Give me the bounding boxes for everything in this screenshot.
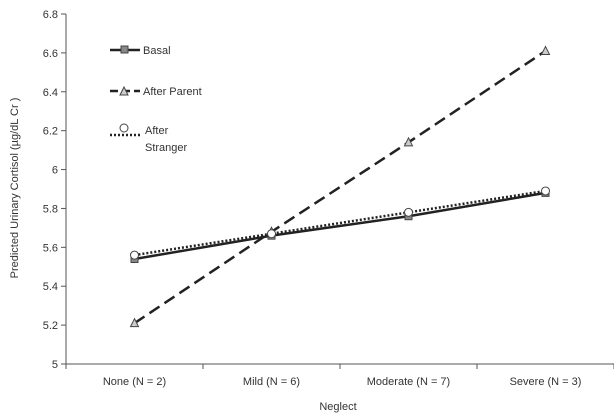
legend-label-after-stranger-line2: Stranger: [145, 142, 188, 154]
point-after-parent: [129, 317, 140, 328]
y-tick-label: 6.8: [43, 9, 58, 21]
y-tick-label: 5.6: [43, 242, 58, 254]
legend-label-after-parent: After Parent: [143, 86, 202, 98]
series-line-after-parent: [133, 49, 547, 325]
legend-item-after-parent: After Parent: [110, 85, 202, 98]
y-tick-label: 5.2: [43, 320, 58, 332]
point-after-parent: [540, 45, 551, 55]
y-tick-label: 5: [52, 359, 58, 371]
legend-label-after-stranger-line1: After: [145, 125, 169, 137]
legend-marker-circle: [119, 123, 129, 133]
x-tick-label: None (N = 2): [103, 376, 166, 388]
y-tick-label: 5.4: [43, 281, 58, 293]
y-axis-title: Predicted Urinary Cortisol (µg/dL Cr ): [9, 98, 21, 279]
x-axis: None (N = 2) Mild (N = 6) Moderate (N = 7)…: [65, 363, 614, 388]
x-axis-title: Neglect: [319, 401, 356, 413]
series-layer: [133, 49, 547, 325]
x-tick-label: Moderate (N = 7): [367, 376, 450, 388]
marker-layer: [129, 45, 551, 328]
point-after-stranger: [130, 250, 139, 260]
point-after-parent: [403, 136, 414, 147]
legend-marker-square: [120, 45, 129, 54]
legend: Basal After Parent After Stranger: [110, 45, 202, 154]
y-tick-label: 5.8: [43, 203, 58, 215]
y-tick-label: 6.4: [43, 87, 58, 99]
series-line-after-stranger: [134, 189, 546, 257]
legend-label-basal: Basal: [143, 45, 171, 57]
legend-item-after-stranger: After Stranger: [110, 123, 188, 154]
legend-item-basal: Basal: [110, 45, 171, 57]
x-tick-label: Severe (N = 3): [510, 376, 582, 388]
y-tick-label: 6.6: [43, 48, 58, 60]
point-after-stranger: [541, 186, 550, 196]
series-line-basal: [134, 191, 546, 261]
point-after-stranger: [404, 207, 413, 217]
y-axis: 5 5.2 5.4 5.6 5.8 6 6.2 6.4 6.6 6.8: [43, 9, 67, 371]
x-tick-label: Mild (N = 6): [243, 376, 300, 388]
legend-marker-triangle: [119, 85, 129, 96]
y-tick-label: 6: [52, 165, 58, 177]
y-tick-label: 6.2: [43, 126, 58, 138]
point-after-stranger: [267, 229, 276, 239]
